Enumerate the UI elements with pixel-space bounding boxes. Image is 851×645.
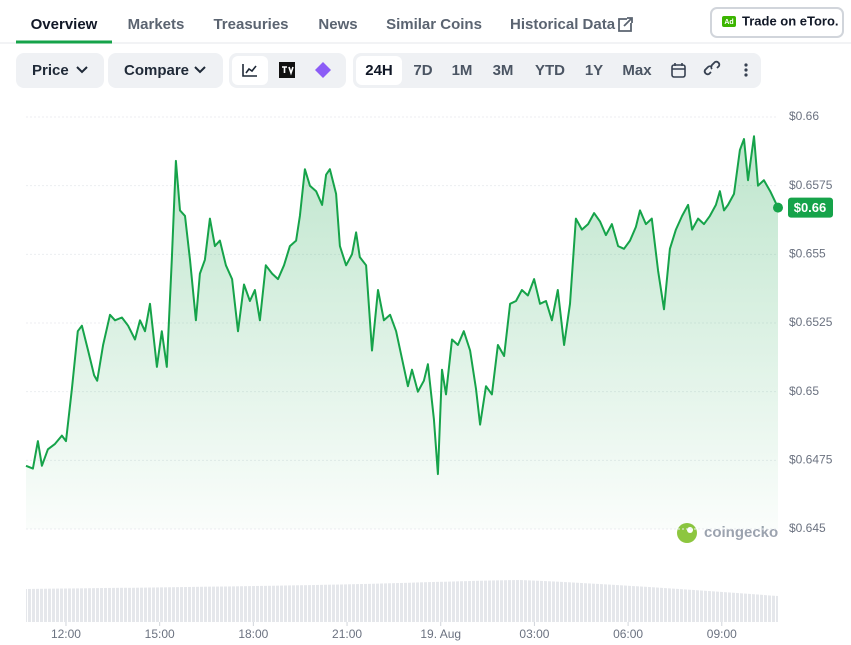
x-tick-label: 12:00 xyxy=(51,627,81,641)
chevron xyxy=(76,66,88,74)
volume-bars xyxy=(26,580,778,622)
chart: $0.645 $0.6475 $0.65 $0.6525 $0.655 $0.6575 $0… xyxy=(25,109,833,641)
x-tick-label: 06:00 xyxy=(613,627,643,641)
ad-button[interactable] xyxy=(710,7,844,38)
dropdown-label: Price xyxy=(32,62,69,79)
x-tick-label: 18:00 xyxy=(238,627,268,641)
tab[interactable]: Markets xyxy=(128,16,185,33)
tab[interactable]: Overview xyxy=(31,16,98,33)
dropdown-label: Compare xyxy=(124,62,189,79)
last-point xyxy=(773,202,783,213)
y-tick-label: $0.6525 xyxy=(789,315,833,329)
x-tick-label: 03:00 xyxy=(519,627,549,641)
price-badge-label: $0.66 xyxy=(794,200,827,215)
more-button[interactable] xyxy=(744,63,748,77)
ad-badge xyxy=(722,16,736,27)
y-tick-label: $0.66 xyxy=(789,109,819,123)
y-tick-label: $0.655 xyxy=(789,247,826,261)
range-button[interactable]: 7D xyxy=(413,62,432,79)
tab[interactable]: Historical Data xyxy=(510,16,616,33)
range-button[interactable]: 24H xyxy=(365,62,393,79)
range-group xyxy=(353,53,761,88)
selected-range xyxy=(356,56,402,85)
chevron xyxy=(194,66,206,74)
y-tick-label: $0.6475 xyxy=(789,453,833,467)
y-tick-label: $0.65 xyxy=(789,384,819,398)
x-tick-label: 19. Aug xyxy=(420,627,461,641)
x-tick-label: 15:00 xyxy=(145,627,175,641)
x-tick-label: 09:00 xyxy=(707,627,737,641)
price-line xyxy=(25,135,779,476)
price-dropdown[interactable] xyxy=(16,53,104,88)
range-button[interactable]: YTD xyxy=(535,62,565,79)
calendar-button[interactable] xyxy=(671,63,686,78)
tradingview-icon xyxy=(282,66,294,76)
range-button[interactable]: 1Y xyxy=(585,62,603,79)
y-tick-label: $0.645 xyxy=(789,521,826,535)
compare-dropdown[interactable] xyxy=(108,53,223,88)
range-button[interactable]: Max xyxy=(622,62,652,79)
range-button[interactable]: 1M xyxy=(452,62,473,79)
y-tick-label: $0.6575 xyxy=(789,178,833,192)
price-badge xyxy=(788,197,833,218)
tab[interactable]: Treasuries xyxy=(213,16,288,33)
link-button[interactable] xyxy=(703,60,721,76)
x-tick-label: 21:00 xyxy=(332,627,362,641)
ai-button[interactable] xyxy=(315,62,331,78)
ad-label: Trade on eToro. xyxy=(742,13,839,28)
external-link-icon xyxy=(618,17,633,32)
tab[interactable]: Similar Coins xyxy=(386,16,482,33)
line-icon xyxy=(242,64,257,77)
area-fill xyxy=(26,136,778,529)
ad-badge-text: Ad xyxy=(724,19,733,26)
tab[interactable]: News xyxy=(318,16,357,33)
range-button[interactable]: 3M xyxy=(493,62,514,79)
